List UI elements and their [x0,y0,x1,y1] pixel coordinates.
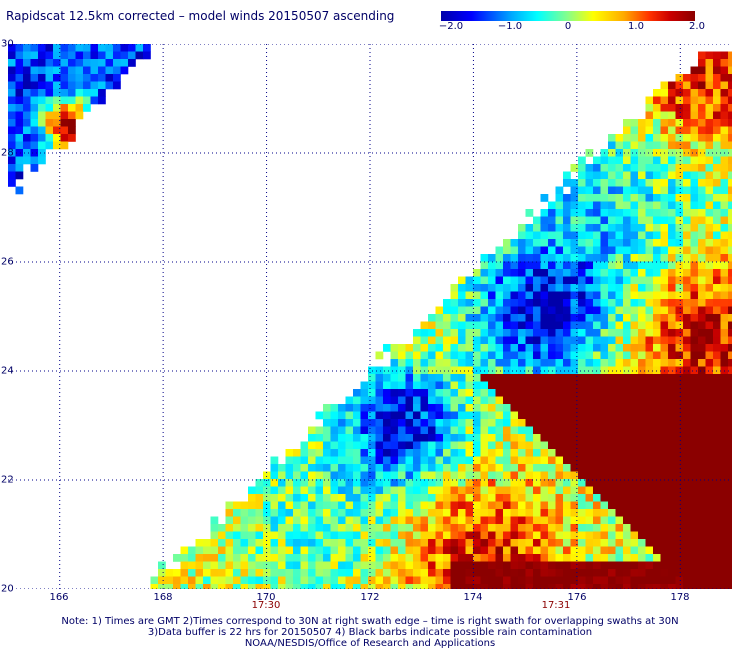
lat-label-28: 28 [1,147,14,159]
lat-label-24: 24 [1,365,14,377]
lat-label-30: 30 [1,38,14,50]
lat-label-22: 22 [1,474,14,486]
lon-label-166: 166 [49,592,69,603]
colorbar [441,11,695,21]
swath-cells [8,44,732,589]
colorbar-label-neg2: −2.0 [438,21,464,32]
lat-label-20: 20 [1,583,14,595]
lat-label-26: 26 [1,256,14,268]
map-title: Rapidscat 12.5km corrected – model winds… [6,9,395,23]
colorbar-label-2: 2.0 [689,21,705,32]
time-label-1730: 17:30 [251,600,281,611]
wind-difference-map [8,44,732,589]
graticule [8,44,732,589]
lon-label-178: 178 [670,592,690,603]
lon-label-172: 172 [360,592,380,603]
time-label-1731: 17:31 [541,600,571,611]
footer-note-line1: Note: 1) Times are GMT 2)Times correspon… [61,616,679,627]
footer-note-line2: 3)Data buffer is 22 hrs for 20150507 4) … [147,627,593,638]
colorbar-label-0: 0 [564,21,572,32]
colorbar-label-1: 1.0 [628,21,644,32]
lon-label-176: 176 [567,592,587,603]
colorbar-label-neg1: −1.0 [497,21,523,32]
lon-label-168: 168 [153,592,173,603]
lon-label-174: 174 [463,592,483,603]
footer-note-line3: NOAA/NESDIS/Office of Research and Appli… [244,638,496,649]
lon-label-170: 170 [256,592,276,603]
